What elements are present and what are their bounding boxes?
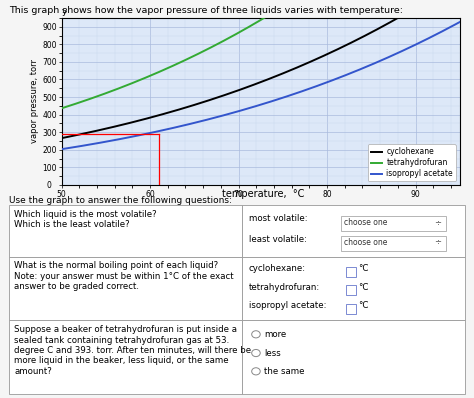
Text: Which liquid is the most volatile?
Which is the least volatile?: Which liquid is the most volatile? Which… [14,210,157,229]
Legend: cyclohexane, tetrahydrofuran, isopropyl acetate: cyclohexane, tetrahydrofuran, isopropyl … [368,144,456,181]
Text: What is the normal boiling point of each liquid?
Note: your answer must be withi: What is the normal boiling point of each… [14,261,234,291]
Text: ÷: ÷ [434,218,441,227]
Text: This graph shows how the vapor pressure of three liquids varies with temperature: This graph shows how the vapor pressure … [9,6,403,15]
Text: choose one: choose one [344,218,387,227]
Text: y: y [62,7,67,16]
Text: 0: 0 [47,181,52,189]
Y-axis label: vapor pressure, torr: vapor pressure, torr [30,59,39,144]
Text: more: more [264,330,287,339]
Text: least volatile:: least volatile: [249,235,307,244]
Text: cyclohexane:: cyclohexane: [249,264,306,273]
Text: choose one: choose one [344,238,387,247]
Text: isopropyl acetate:: isopropyl acetate: [249,301,327,310]
Text: the same: the same [264,367,305,377]
Text: °C: °C [358,283,368,292]
Text: temperature,  °C: temperature, °C [222,189,304,199]
Text: Use the graph to answer the following questions:: Use the graph to answer the following qu… [9,196,232,205]
Text: tetrahydrofuran:: tetrahydrofuran: [249,283,320,292]
Text: Suppose a beaker of tetrahydrofuran is put inside a
sealed tank containing tetra: Suppose a beaker of tetrahydrofuran is p… [14,325,251,376]
Text: °C: °C [358,264,368,273]
Text: ÷: ÷ [434,238,441,247]
Text: most volatile:: most volatile: [249,214,308,223]
Text: less: less [264,349,281,358]
Text: °C: °C [358,301,368,310]
